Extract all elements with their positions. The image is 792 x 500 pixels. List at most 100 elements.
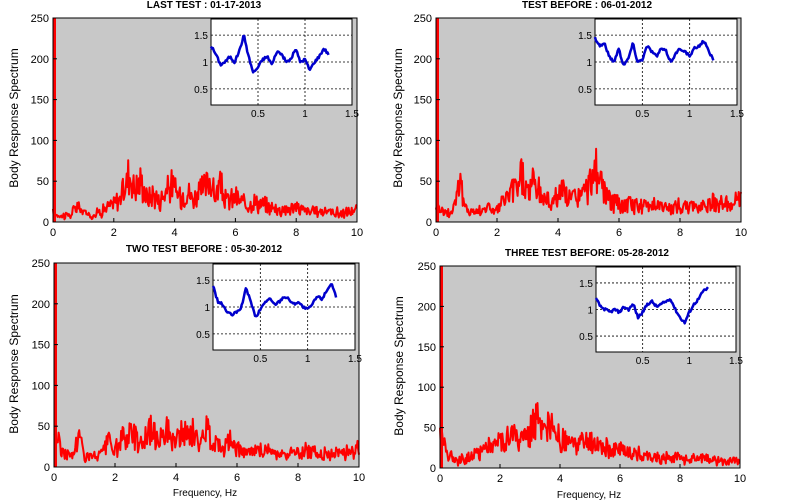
x-tick-label: 6 (616, 227, 622, 239)
x-tick-label: 4 (172, 227, 178, 239)
inset-background (212, 263, 356, 351)
y-tick-label: 200 (414, 54, 432, 66)
inset-y-tick-label: 1.5 (196, 276, 210, 287)
y-tick-label: 50 (38, 421, 50, 433)
y-tick-label: 250 (31, 13, 49, 25)
inset-y-tick-label: 1 (586, 58, 592, 69)
y-tick-label: 200 (31, 54, 49, 66)
y-tick-label: 200 (418, 301, 436, 313)
plot-frame (439, 265, 741, 469)
inset-y-tick-label: 1 (204, 303, 210, 314)
x-tick-label: 8 (677, 473, 683, 485)
x-axis-label: Frequency, Hz (557, 490, 621, 500)
subplot-two-test-before: TWO TEST BEFORE : 05-30-2012 Body Respon… (7, 244, 365, 499)
y-tick-label: 100 (31, 135, 49, 147)
y-tick-label: 250 (32, 258, 50, 270)
inset-x-tick-label: 1.5 (348, 354, 362, 365)
x-tick-label: 10 (734, 473, 746, 485)
spectrum-line (53, 414, 360, 464)
inset-y-tick-label: 1.5 (194, 31, 208, 42)
x-tick-label: 4 (557, 473, 563, 485)
x-axis-label: Frequency, Hz (173, 488, 237, 499)
y-tick-label: 50 (420, 176, 432, 188)
x-tick-label: 6 (617, 473, 623, 485)
x-tick-label: 10 (351, 227, 363, 239)
inset-y-tick-label: 1.5 (579, 279, 593, 290)
inset-x-tick-label: 1.5 (730, 109, 744, 120)
inset-chart: 0.5 1 1.5 0.5 1 1.5 (578, 18, 744, 120)
x-tick-label: 2 (494, 227, 500, 239)
inset-chart: 0.5 1 1.5 0.5 1 1.5 (194, 18, 359, 120)
x-tick-label: 8 (295, 472, 301, 484)
x-tick-label: 8 (293, 227, 299, 239)
x-tick-label: 10 (735, 227, 747, 239)
subplot-three-test-before: THREE TEST BEFORE: 05-28-2012 Body Respo… (392, 248, 746, 500)
inset-y-tick-label: 1 (587, 306, 593, 317)
y-tick-label: 50 (424, 423, 436, 435)
spectrum-line (52, 159, 358, 221)
inset-x-tick-label: 1 (687, 356, 693, 367)
plot-frame (435, 17, 742, 223)
inset-x-tick-label: 0.5 (636, 356, 650, 367)
inset-line (594, 286, 709, 325)
inset-x-tick-label: 1.5 (345, 109, 359, 120)
x-tick-label: 2 (111, 227, 117, 239)
spectrum-line (435, 147, 742, 219)
chart-title: TEST BEFORE : 06-01-2012 (522, 0, 652, 11)
y-tick-label: 0 (43, 217, 49, 229)
x-tick-label: 8 (677, 227, 683, 239)
inset-background (594, 18, 738, 106)
y-tick-label: 150 (414, 95, 432, 107)
spectrum-line (439, 402, 741, 467)
inset-x-tick-label: 1.5 (729, 356, 743, 367)
x-tick-label: 6 (234, 472, 240, 484)
y-tick-label: 200 (32, 299, 50, 311)
x-tick-label: 4 (173, 472, 179, 484)
x-tick-label: 0 (433, 227, 439, 239)
y-tick-label: 50 (37, 176, 49, 188)
inset-y-tick-label: 0.5 (194, 85, 208, 96)
inset-x-tick-label: 1 (687, 109, 693, 120)
y-tick-label: 100 (418, 382, 436, 394)
inset-line (593, 36, 715, 66)
y-tick-label: 150 (32, 340, 50, 352)
x-tick-label: 0 (50, 227, 56, 239)
y-tick-label: 0 (430, 463, 436, 475)
y-tick-label: 150 (418, 342, 436, 354)
x-tick-label: 2 (497, 473, 503, 485)
inset-x-tick-label: 0.5 (251, 109, 265, 120)
x-tick-label: 10 (353, 472, 365, 484)
plot-frame (53, 262, 360, 468)
y-tick-label: 100 (32, 380, 50, 392)
y-tick-label: 100 (414, 135, 432, 147)
inset-line (211, 283, 338, 318)
inset-chart: 0.5 1 1.5 0.5 1 1.5 (196, 263, 362, 365)
x-tick-label: 6 (232, 227, 238, 239)
plot-frame (52, 17, 358, 223)
x-tick-label: 0 (51, 472, 57, 484)
y-axis-label: Body Response Spectrum (7, 294, 21, 433)
y-tick-label: 250 (418, 261, 436, 273)
inset-x-tick-label: 0.5 (253, 354, 267, 365)
inset-x-tick-label: 1 (302, 109, 308, 120)
y-axis-label: Body Response Spectrum (391, 48, 405, 187)
inset-chart: 0.5 1 1.5 0.5 1 1.5 (579, 266, 743, 367)
inset-y-tick-label: 0.5 (196, 330, 210, 341)
y-axis-label: Body Response Spectrum (392, 296, 406, 435)
chart-title: TWO TEST BEFORE : 05-30-2012 (126, 244, 283, 255)
x-tick-label: 0 (437, 473, 443, 485)
inset-y-tick-label: 1 (202, 58, 208, 69)
y-tick-label: 0 (44, 462, 50, 474)
subplot-last-test: LAST TEST : 01-17-2013 Body Response Spe… (7, 0, 363, 239)
chart-title: THREE TEST BEFORE: 05-28-2012 (505, 248, 669, 259)
y-tick-label: 150 (31, 95, 49, 107)
y-tick-label: 0 (426, 217, 432, 229)
chart-title: LAST TEST : 01-17-2013 (147, 0, 262, 11)
inset-y-tick-label: 0.5 (578, 85, 592, 96)
x-tick-label: 4 (555, 227, 561, 239)
